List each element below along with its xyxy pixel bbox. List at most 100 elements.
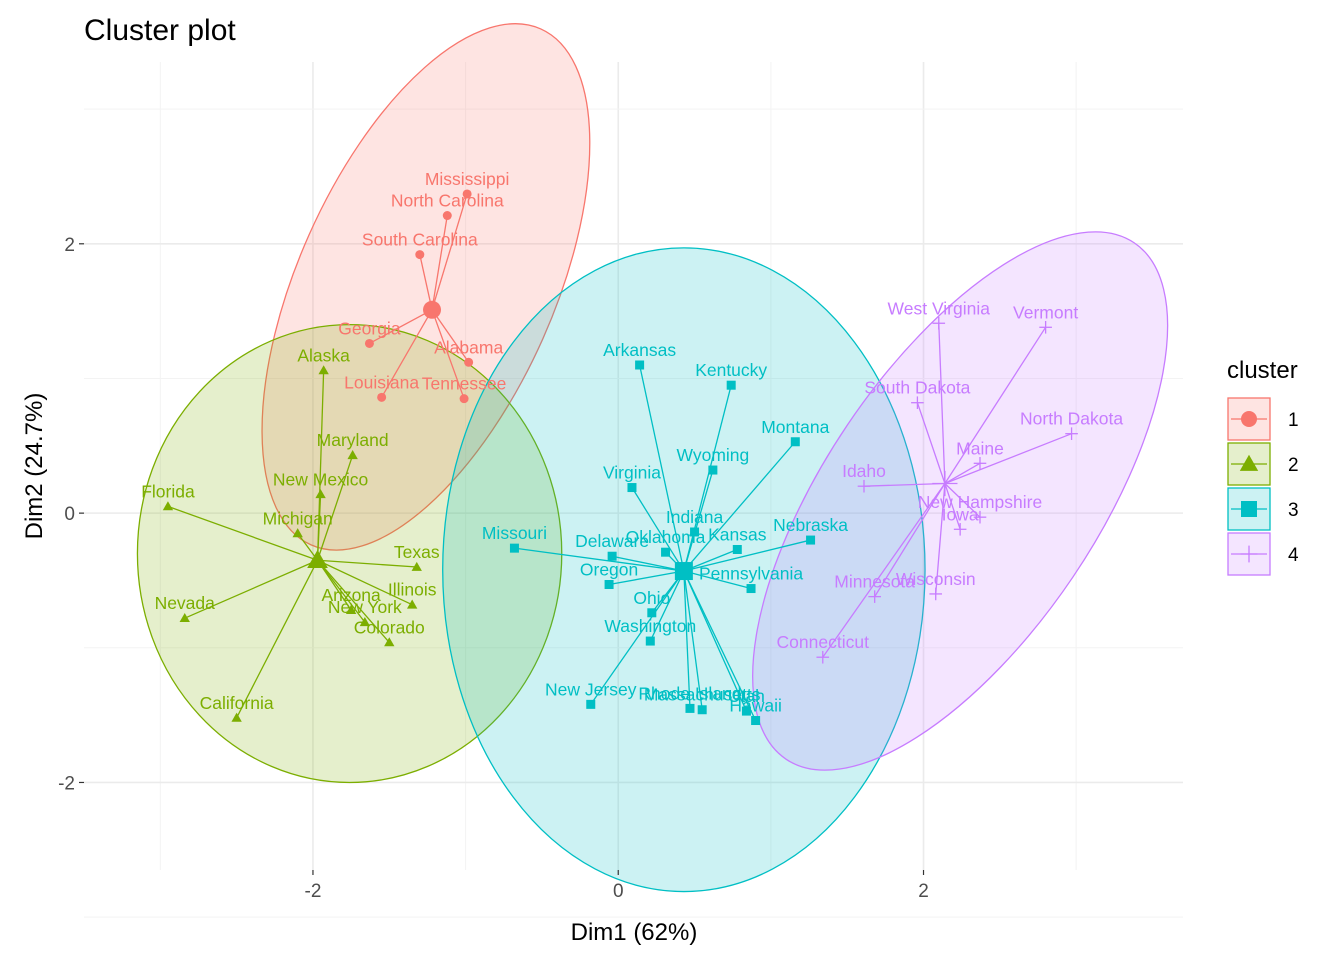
label-illinois: Illinois [388, 580, 437, 600]
point-texas [411, 561, 422, 571]
data-points [162, 189, 1078, 726]
legend-title: cluster [1227, 357, 1298, 384]
point-iowa [953, 522, 967, 536]
spoke-hawaii [683, 570, 757, 721]
label-louisiana: Louisiana [344, 372, 419, 392]
label-connecticut: Connecticut [777, 632, 870, 652]
point-new-york [359, 617, 371, 627]
legend-label-1: 1 [1288, 410, 1299, 431]
spoke-georgia [369, 309, 433, 345]
label-california: California [200, 693, 274, 713]
point-arkansas [635, 360, 645, 370]
spoke-minnesota [874, 483, 946, 597]
point-oklahoma [661, 547, 671, 557]
grid-lines [84, 62, 1183, 918]
point-delaware [607, 551, 617, 561]
legend-label-2: 2 [1288, 455, 1299, 476]
cluster-1-ellipse [261, 23, 591, 551]
spoke-pennsylvania [683, 570, 752, 590]
spoke-south-dakota [916, 402, 946, 484]
label-minnesota: Minnesota [834, 572, 915, 592]
label-georgia: Georgia [338, 318, 401, 338]
point-utah [741, 706, 751, 716]
label-florida: Florida [141, 481, 195, 501]
spoke-massachusetts [683, 570, 703, 710]
label-kansas: Kansas [708, 524, 767, 544]
point-new-jersey [586, 699, 596, 709]
label-wyoming: Wyoming [676, 445, 749, 465]
point-oregon [604, 580, 614, 590]
spoke-florida [167, 505, 318, 561]
label-ohio: Ohio [633, 588, 670, 608]
point-kansas [732, 544, 742, 554]
chart-title: Cluster plot [84, 14, 236, 47]
point-colorado [384, 637, 395, 647]
label-michigan: Michigan [263, 508, 333, 528]
spoke-vermont [944, 326, 1047, 484]
spoke-alabama [431, 309, 470, 363]
legend-key-shape-2 [1239, 454, 1259, 471]
point-maine [973, 457, 987, 470]
spoke-south-carolina [419, 254, 433, 310]
spoke-tennessee [431, 309, 465, 399]
spoke-iowa [944, 483, 961, 530]
spoke-maine [944, 462, 981, 485]
label-mississippi: Mississippi [425, 169, 510, 189]
spoke-missouri [514, 547, 684, 572]
point-alabama [464, 357, 474, 367]
cluster-4-center [932, 470, 958, 497]
spoke-washington [649, 570, 685, 642]
spoke-delaware [611, 555, 685, 572]
spoke-arkansas [638, 364, 685, 572]
label-idaho: Idaho [842, 461, 886, 481]
label-arizona: Arizona [321, 585, 381, 605]
spoke-new-mexico [316, 494, 322, 561]
spoke-texas [317, 559, 417, 568]
point-georgia [364, 338, 374, 348]
spoke-north-dakota [944, 433, 1072, 485]
label-new-york: New York [328, 597, 402, 617]
point-tennessee [459, 394, 469, 404]
label-indiana: Indiana [666, 507, 724, 527]
point-alaska [318, 365, 329, 375]
label-alabama: Alabama [434, 337, 503, 357]
point-nevada [179, 612, 190, 623]
spoke-illinois [317, 559, 413, 606]
x-tick-label: 2 [918, 881, 929, 902]
label-rhode-island: Rhode Island [638, 683, 741, 703]
label-delaware: Delaware [575, 531, 649, 551]
label-iowa: Iowa [942, 504, 979, 524]
label-oklahoma: Oklahoma [626, 527, 706, 547]
legend-key-shape-1 [1241, 411, 1257, 427]
label-new-hampshire: New Hampshire [918, 492, 1042, 512]
y-tick-label: -2 [58, 773, 75, 794]
spoke-west-virginia [938, 323, 946, 484]
spoke-louisiana [381, 309, 433, 398]
label-missouri: Missouri [482, 523, 547, 543]
label-massachusetts: Massachusetts [644, 685, 761, 705]
legend-label-4: 4 [1288, 545, 1299, 566]
point-south-carolina [415, 250, 425, 260]
spoke-california [236, 559, 319, 719]
cluster-2-ellipse [136, 323, 563, 784]
point-florida [162, 501, 174, 511]
label-south-carolina: South Carolina [362, 230, 478, 250]
cluster-spokes [167, 193, 1072, 721]
point-north-dakota [1065, 427, 1078, 440]
cluster-4-ellipse [752, 231, 1169, 771]
label-south-dakota: South Dakota [864, 378, 970, 398]
label-virginia: Virginia [603, 463, 661, 483]
spoke-mississippi [431, 193, 468, 310]
label-utah: Utah [728, 686, 765, 706]
label-arkansas: Arkansas [603, 340, 676, 360]
point-california [231, 712, 242, 722]
label-pennsylvania: Pennsylvania [699, 564, 803, 584]
point-ohio [647, 608, 657, 618]
point-louisiana [377, 392, 387, 402]
spoke-north-carolina [431, 215, 448, 310]
cluster-1-center [423, 300, 442, 319]
spoke-idaho [863, 482, 945, 487]
label-wisconsin: Wisconsin [896, 569, 976, 589]
spoke-utah [683, 570, 748, 712]
